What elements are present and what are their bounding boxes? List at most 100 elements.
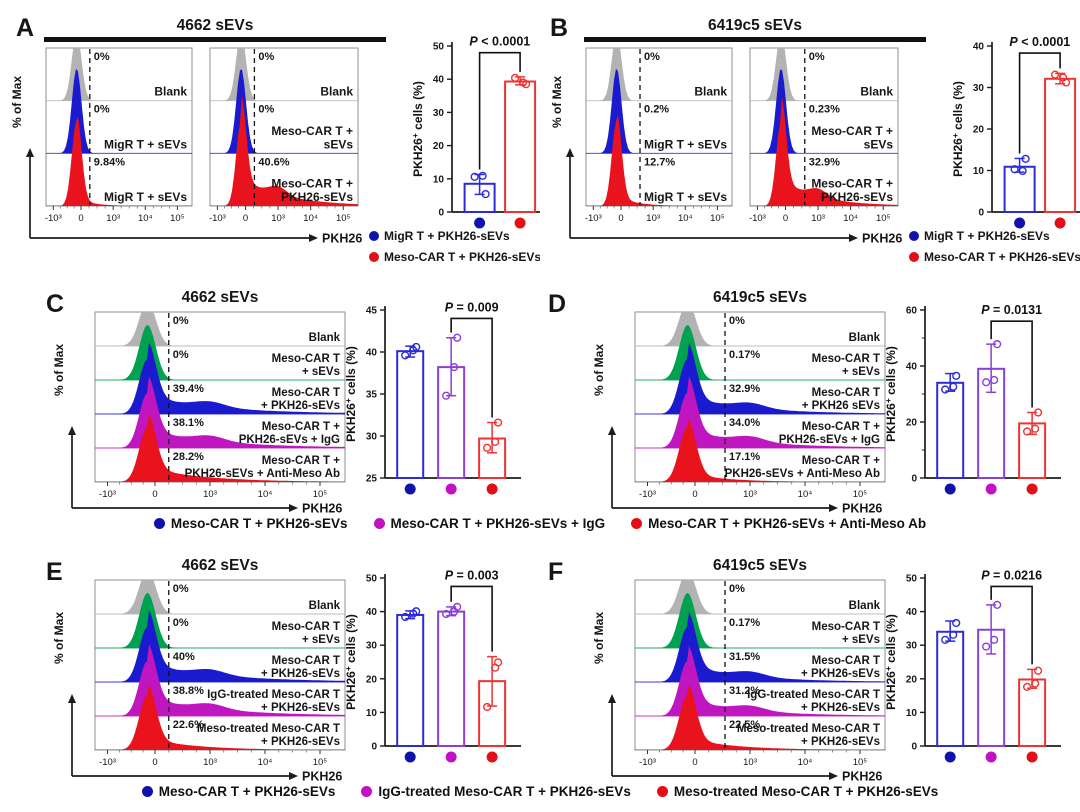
bar-y-tick-label: 0 xyxy=(438,208,444,219)
flow-x-label: PKH26 xyxy=(302,770,342,784)
panel-title: 6419c5 sEVs xyxy=(708,17,802,34)
data-point xyxy=(949,382,958,391)
flow-box xyxy=(45,47,193,207)
pct-label: 0% xyxy=(258,104,274,116)
bar-y-tick-label: 40 xyxy=(366,607,378,618)
curve-label: MigR T + sEVs xyxy=(644,137,727,151)
pct-label: 17.1% xyxy=(729,451,760,463)
hist-curve-blue xyxy=(210,69,358,154)
p-value-label: P = 0.009 xyxy=(445,300,499,314)
category-dot-blue xyxy=(404,751,416,763)
data-point xyxy=(952,371,961,380)
bar-y-tick-label: 20 xyxy=(906,674,918,685)
y-axis-arrowhead xyxy=(566,148,574,157)
bar-y-tick-label: 25 xyxy=(366,474,378,485)
panel-C: C 4662 sEVs 0% Blank 0% Meso-CAR T + sEVs 39.4%… xyxy=(0,282,540,521)
legend-row-ef: Meso-CAR T + PKH26-sEVs IgG-treated Meso-… xyxy=(0,784,1080,799)
x-tick-label: 10⁴ xyxy=(138,213,153,224)
data-point xyxy=(442,609,451,619)
x-tick-label: -10³ xyxy=(639,757,656,768)
category-dot-magenta xyxy=(445,751,457,763)
bar-y-label: PKH26+ cells (%) xyxy=(343,346,358,442)
title-underline-bar xyxy=(584,37,926,42)
legend-item: Meso-CAR T + PKH26-sEVs xyxy=(153,516,348,531)
data-point xyxy=(483,443,492,452)
panel-letter: C xyxy=(46,290,64,318)
curve-label: Meso-CAR T + xyxy=(271,124,353,138)
flow-x-label: PKH26 xyxy=(842,770,882,784)
x-tick-label: 10⁵ xyxy=(853,757,868,768)
curve-label: Meso-CAR T xyxy=(812,655,880,667)
significance-bracket xyxy=(1018,52,1061,154)
y-axis-arrowhead xyxy=(608,694,616,703)
data-point xyxy=(491,437,500,446)
curve-label: Meso-CAR T + xyxy=(811,124,893,138)
category-dot-red xyxy=(486,483,498,495)
x-tick-label: 10³ xyxy=(106,213,120,224)
panel-B: B 6419c5 sEVs 0% Blank 0.2% MigR T + sEVs 12.7… xyxy=(540,6,1080,283)
curve-label: Blank xyxy=(309,332,341,344)
curve-label: PKH26-sEVs + IgG xyxy=(239,434,340,446)
flow-curves xyxy=(635,312,885,482)
bar-y-tick-label: 0 xyxy=(978,208,984,219)
pct-label: 28.2% xyxy=(173,451,204,463)
x-axis-arrowhead xyxy=(829,504,838,512)
hist-curve-gray xyxy=(586,48,732,101)
hist-curve-magenta xyxy=(95,376,345,448)
significance-bracket xyxy=(450,317,493,418)
pct-label: 40% xyxy=(173,651,195,663)
x-tick-label: -10³ xyxy=(99,489,116,500)
data-point xyxy=(941,385,950,394)
bar-y-tick-label: 60 xyxy=(906,306,918,317)
hist-curve-blue xyxy=(635,611,885,682)
category-dot-magenta xyxy=(985,483,997,495)
flow-curves xyxy=(586,48,732,206)
pct-label: 0.17% xyxy=(729,617,760,629)
pct-label: 22.5% xyxy=(729,719,760,731)
x-axis-arrowhead xyxy=(829,772,838,780)
bar-y-tick-label: 30 xyxy=(366,641,378,652)
hist-curve-blue xyxy=(635,343,885,414)
bar-y-tick-label: 35 xyxy=(366,390,378,401)
data-point xyxy=(478,171,487,180)
bar-y-label: PKH26+ cells (%) xyxy=(883,614,898,710)
data-point xyxy=(442,391,451,400)
hist-curve-gray xyxy=(750,48,898,101)
x-axis-arrowhead xyxy=(289,504,298,512)
data-point xyxy=(1050,70,1060,79)
magenta-dot-icon xyxy=(361,786,373,797)
flow-curves xyxy=(95,580,345,750)
pct-label: 0.23% xyxy=(809,104,840,116)
hist-curve-green xyxy=(95,325,345,380)
bar-y-tick-label: 10 xyxy=(366,708,378,719)
bar-blue xyxy=(396,613,425,747)
data-point xyxy=(982,642,991,651)
flow-box xyxy=(585,47,733,207)
pct-label: 0% xyxy=(729,583,745,595)
legend-dot-blue xyxy=(909,231,919,241)
flow-x-label: PKH26 xyxy=(842,502,882,516)
legend-label: Meso-CAR T + PKH26-sEVs + Anti-Meso Ab xyxy=(648,516,927,531)
pct-label: 22.6% xyxy=(173,719,204,731)
pct-label: 0% xyxy=(258,51,274,63)
data-point xyxy=(1023,682,1032,691)
panel-title: 4662 sEVs xyxy=(177,17,254,34)
flow-curves xyxy=(95,312,345,482)
panel-svg-A: A 4662 sEVs 0% Blank 0% MigR T + sEVs 9.84% Mig… xyxy=(10,14,554,264)
pct-label: 31.2% xyxy=(729,685,760,697)
curve-label: + PKH26 sEVs xyxy=(802,400,880,412)
hist-curve-gray xyxy=(95,580,345,614)
curve-label: sEVs xyxy=(324,137,354,151)
panel-letter: F xyxy=(548,558,563,586)
y-axis-arrowhead xyxy=(26,148,34,157)
pct-label: 0% xyxy=(94,104,110,116)
curve-label: Meso-CAR T xyxy=(272,353,340,365)
panel-title: 4662 sEVs xyxy=(182,557,259,574)
bar-purple xyxy=(977,367,1006,479)
data-point xyxy=(450,363,459,372)
bar-y-tick-label: 50 xyxy=(906,574,918,585)
legend-label: IgG-treated Meso-CAR T + PKH26-sEVs xyxy=(378,784,631,799)
pct-label: 38.1% xyxy=(173,417,204,429)
pct-label: 40.6% xyxy=(258,156,289,168)
curve-label: + PKH26-sEVs xyxy=(801,702,880,714)
